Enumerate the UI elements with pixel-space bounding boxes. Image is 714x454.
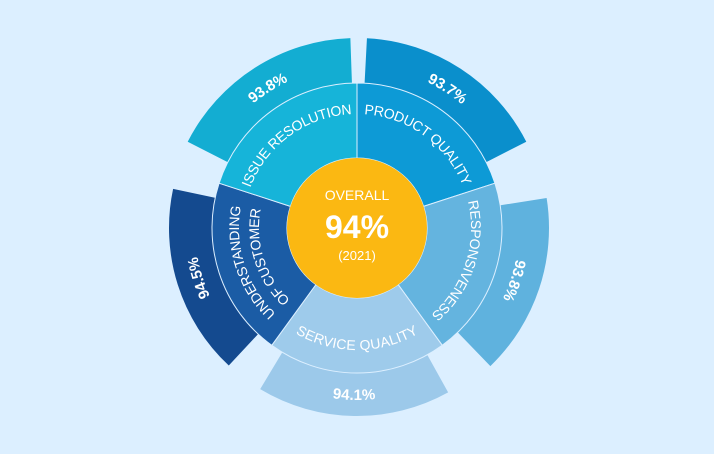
outer-band (187, 38, 353, 167)
outer-band (364, 38, 527, 167)
center-value: 94% (325, 209, 389, 245)
outer-band (450, 197, 549, 367)
outer-band (168, 188, 265, 366)
value-label: 94.1% (332, 385, 376, 404)
center-year: (2021) (338, 248, 376, 263)
rings: PRODUCT QUALITY93.7%RESPONSIVENESS93.8%S… (168, 38, 549, 416)
center-circle (287, 158, 427, 298)
center-title: OVERALL (325, 187, 390, 203)
